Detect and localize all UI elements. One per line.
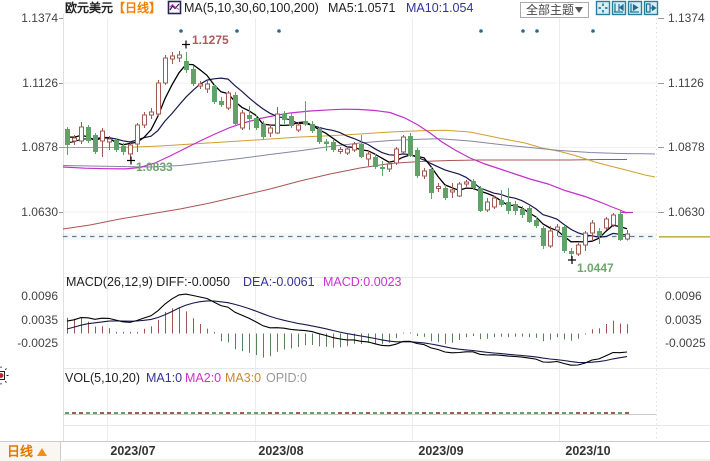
svg-text:MA(5,10,30,60,100,200): MA(5,10,30,60,100,200)	[184, 1, 319, 15]
svg-text:1.1126: 1.1126	[668, 76, 704, 90]
svg-text:1.1374: 1.1374	[668, 11, 705, 25]
svg-text:1.1275: 1.1275	[192, 33, 229, 47]
svg-text:MA1:0: MA1:0	[146, 371, 182, 385]
svg-text:全部主题: 全部主题	[526, 2, 574, 17]
svg-text:1.0447: 1.0447	[577, 261, 614, 275]
svg-text:0.0035: 0.0035	[21, 313, 58, 327]
svg-text:1.0630: 1.0630	[668, 205, 705, 219]
svg-text:1.0630: 1.0630	[21, 205, 58, 219]
svg-text:OPID:0: OPID:0	[266, 371, 307, 385]
svg-text:MA5:1.0571: MA5:1.0571	[328, 1, 395, 15]
svg-text:日线: 日线	[7, 444, 33, 459]
svg-text:0.0035: 0.0035	[665, 313, 702, 327]
svg-text:VOL(5,10,20): VOL(5,10,20)	[65, 371, 140, 385]
svg-text:1.0878: 1.0878	[21, 140, 58, 154]
svg-text:1.1126: 1.1126	[22, 76, 58, 90]
svg-text:1.0878: 1.0878	[668, 140, 705, 154]
svg-text:0.0096: 0.0096	[665, 289, 702, 303]
svg-text:-0.0025: -0.0025	[665, 336, 706, 350]
svg-text:MA10:1.054: MA10:1.054	[406, 1, 473, 15]
svg-text:2023/08: 2023/08	[258, 444, 303, 458]
svg-text:-0.0025: -0.0025	[17, 336, 58, 350]
svg-text:欧元美元: 欧元美元	[65, 0, 113, 15]
svg-text:1.0833: 1.0833	[136, 160, 173, 174]
svg-text:MA3:0: MA3:0	[225, 371, 261, 385]
svg-text:2023/07: 2023/07	[110, 444, 155, 458]
svg-text:2023/09: 2023/09	[418, 444, 463, 458]
svg-text:DEA:-0.0061: DEA:-0.0061	[243, 275, 315, 289]
svg-text:MACD:0.0023: MACD:0.0023	[323, 275, 402, 289]
svg-text:【日线】: 【日线】	[113, 0, 161, 15]
svg-text:2023/10: 2023/10	[565, 444, 610, 458]
svg-text:0.0096: 0.0096	[21, 289, 58, 303]
svg-text:1.1374: 1.1374	[21, 11, 58, 25]
svg-text:MA2:0: MA2:0	[185, 371, 221, 385]
svg-text:MACD(26,12,9) DIFF:-0.0050: MACD(26,12,9) DIFF:-0.0050	[66, 275, 230, 289]
